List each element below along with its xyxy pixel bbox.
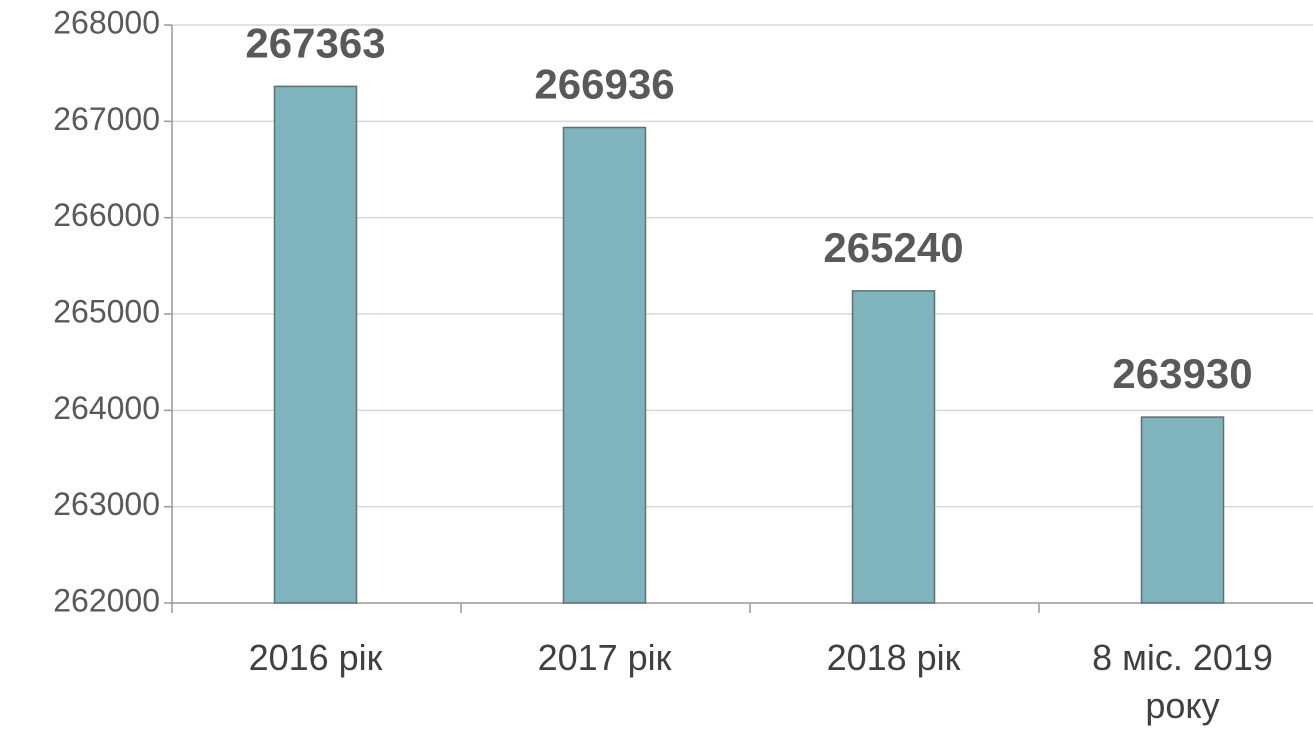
y-tick-label: 268000: [53, 4, 160, 40]
data-label: 263930: [1112, 350, 1252, 397]
x-tick-label: 8 міс. 2019 року: [1092, 637, 1273, 726]
x-tick-label: 2018 рік: [826, 637, 961, 678]
y-tick-label: 264000: [53, 390, 160, 426]
data-label: 267363: [245, 19, 385, 66]
data-label: 265240: [823, 224, 963, 271]
bar: [562, 126, 647, 604]
bar: [1140, 416, 1225, 604]
y-tick-label: 262000: [53, 582, 160, 618]
y-tick-label: 263000: [53, 486, 160, 522]
data-label: 266936: [534, 61, 674, 108]
bar: [273, 85, 358, 604]
x-tick-label: 2017 рік: [537, 637, 672, 678]
y-tick-label: 266000: [53, 197, 160, 233]
bar: [851, 290, 936, 604]
x-tick-label: 2016 рік: [248, 637, 383, 678]
y-tick-label: 265000: [53, 293, 160, 329]
y-tick-label: 267000: [53, 101, 160, 137]
